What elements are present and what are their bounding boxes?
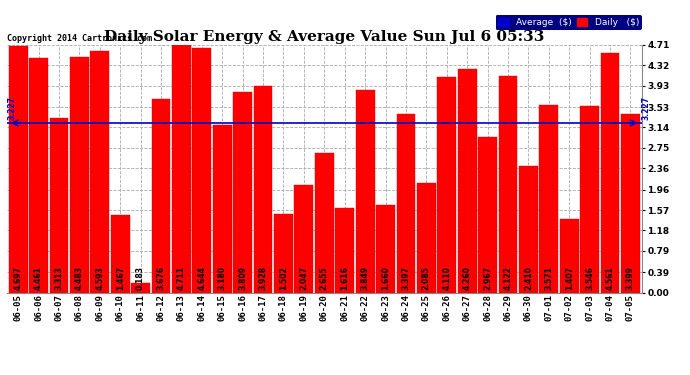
Bar: [580, 106, 599, 292]
Bar: [499, 76, 518, 292]
Text: 4.561: 4.561: [606, 267, 615, 290]
Bar: [478, 136, 497, 292]
Bar: [457, 69, 477, 292]
Text: 4.483: 4.483: [75, 266, 84, 290]
Text: 3.227: 3.227: [8, 96, 17, 120]
Bar: [519, 166, 538, 292]
Text: 4.593: 4.593: [95, 267, 104, 290]
Text: 2.655: 2.655: [319, 267, 329, 290]
Bar: [437, 76, 456, 292]
Text: 0.183: 0.183: [136, 266, 145, 290]
Bar: [295, 185, 313, 292]
Text: 3.313: 3.313: [55, 267, 63, 290]
Bar: [213, 125, 232, 292]
Bar: [315, 153, 334, 292]
Text: 2.410: 2.410: [524, 267, 533, 290]
Bar: [274, 214, 293, 292]
Title: Daily Solar Energy & Average Value Sun Jul 6 05:33: Daily Solar Energy & Average Value Sun J…: [104, 30, 544, 44]
Text: 2.967: 2.967: [483, 266, 492, 290]
Bar: [254, 86, 273, 292]
Text: 4.122: 4.122: [504, 267, 513, 290]
Bar: [601, 53, 620, 292]
Bar: [131, 283, 150, 292]
Bar: [9, 46, 28, 292]
Text: 4.644: 4.644: [197, 267, 206, 290]
Bar: [50, 118, 68, 292]
Bar: [70, 57, 89, 292]
Bar: [397, 114, 415, 292]
Bar: [193, 48, 211, 292]
Text: 4.110: 4.110: [442, 267, 451, 290]
Text: 3.809: 3.809: [238, 266, 247, 290]
Bar: [111, 215, 130, 292]
Text: 3.849: 3.849: [361, 266, 370, 290]
Bar: [29, 58, 48, 292]
Text: 2.085: 2.085: [422, 267, 431, 290]
Text: 3.399: 3.399: [626, 267, 635, 290]
Bar: [233, 92, 252, 292]
Text: 3.676: 3.676: [157, 266, 166, 290]
Bar: [172, 45, 191, 292]
Text: Copyright 2014 Cartronics.com: Copyright 2014 Cartronics.com: [7, 33, 152, 42]
Bar: [356, 90, 375, 292]
Text: 4.711: 4.711: [177, 266, 186, 290]
Text: 3.546: 3.546: [585, 267, 594, 290]
Bar: [540, 105, 558, 292]
Text: 3.571: 3.571: [544, 267, 553, 290]
Text: 4.697: 4.697: [14, 266, 23, 290]
Text: 1.502: 1.502: [279, 267, 288, 290]
Text: 3.227: 3.227: [641, 96, 650, 120]
Text: 4.461: 4.461: [34, 267, 43, 290]
Bar: [335, 208, 354, 292]
Text: 1.660: 1.660: [381, 267, 390, 290]
Text: 1.616: 1.616: [340, 267, 349, 290]
Bar: [560, 219, 579, 292]
Bar: [90, 51, 109, 292]
Bar: [152, 99, 170, 292]
Text: 2.047: 2.047: [299, 266, 308, 290]
Text: 1.467: 1.467: [116, 266, 125, 290]
Legend: Average  ($), Daily   ($): Average ($), Daily ($): [495, 15, 642, 30]
Text: 3.928: 3.928: [259, 266, 268, 290]
Text: 3.180: 3.180: [218, 266, 227, 290]
Text: 3.397: 3.397: [402, 266, 411, 290]
Bar: [621, 114, 640, 292]
Bar: [376, 205, 395, 292]
Text: 1.407: 1.407: [564, 266, 574, 290]
Text: 4.260: 4.260: [463, 267, 472, 290]
Bar: [417, 183, 436, 292]
